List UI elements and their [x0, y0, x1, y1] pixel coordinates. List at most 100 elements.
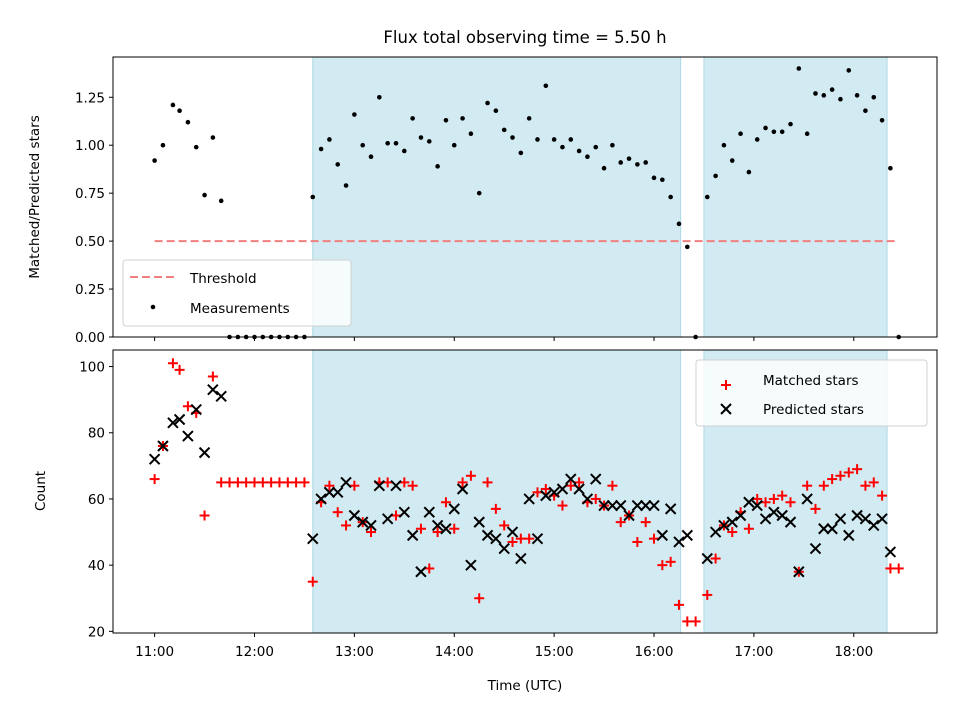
matched-star-point: [760, 497, 771, 508]
bottom-y-axis-label: Count: [33, 471, 49, 511]
top-legend-box: [122, 259, 352, 327]
matched-star-point: [341, 520, 352, 531]
measurement-point: [796, 66, 802, 71]
measurement-point: [526, 116, 532, 121]
measurement-point: [626, 156, 632, 161]
predicted-star-point: [664, 503, 677, 515]
matched-star-point: [665, 556, 676, 567]
matched-star-point: [565, 480, 576, 491]
measurement-point: [651, 175, 657, 181]
measurement-point: [746, 169, 752, 175]
legend-matched-swatch: [721, 380, 731, 390]
predicted-star-point: [481, 529, 494, 542]
shaded-interval: [312, 56, 682, 338]
measurement-point: [643, 160, 648, 165]
matched-star-point: [802, 480, 813, 491]
predicted-star-point: [315, 493, 327, 505]
measurement-point: [385, 141, 390, 146]
matched-star-point: [307, 576, 318, 587]
measurement-point: [660, 177, 665, 183]
matched-star-point: [615, 517, 626, 528]
matched-star-point: [690, 616, 701, 627]
predicted-star-point: [818, 523, 830, 535]
measurement-point: [485, 100, 490, 106]
matched-star-point: [399, 477, 410, 488]
legend-matched-label: Matched stars: [763, 373, 859, 389]
matched-star-point: [349, 480, 360, 491]
predicted-star-point: [768, 506, 780, 518]
measurement-point: [601, 165, 607, 171]
predicted-star-point: [751, 499, 763, 512]
predicted-stars-points: [148, 384, 897, 578]
measurement-point: [804, 131, 810, 137]
predicted-star-point: [182, 430, 194, 442]
x-tick-label: 18:00: [834, 644, 873, 660]
predicted-star-point: [548, 486, 560, 499]
measurement-point: [435, 164, 440, 169]
matched-star-point: [818, 480, 829, 491]
measurement-point: [218, 198, 224, 204]
measurement-point: [352, 112, 357, 117]
shaded-interval: [312, 349, 682, 634]
matched-star-point: [893, 563, 904, 574]
measurement-point: [788, 121, 793, 127]
measurement-point: [535, 137, 540, 142]
top-legend: Threshold Measurements: [122, 259, 352, 327]
predicted-star-point: [759, 513, 772, 525]
predicted-star-point: [498, 542, 510, 555]
predicted-star-point: [556, 483, 569, 495]
measurement-point: [377, 94, 382, 100]
predicted-star-point: [540, 489, 552, 502]
measurement-point: [343, 183, 349, 188]
matched-star-point: [810, 503, 821, 514]
shaded-interval: [703, 56, 888, 338]
matched-star-point: [877, 490, 888, 501]
predicted-star-point: [801, 493, 813, 505]
bottom-x-ticks: 11:00 12:00 13:00 14:00 15:00 16:00 17:00 18:00: [135, 633, 873, 660]
predicted-star-point: [390, 480, 402, 492]
measurement-point: [568, 137, 574, 142]
matched-star-point: [457, 477, 468, 488]
measurement-point: [635, 162, 640, 167]
measurement-point: [518, 150, 524, 156]
predicted-star-point: [701, 552, 713, 565]
predicted-star-point: [598, 499, 610, 512]
x-tick-label: 16:00: [635, 644, 674, 660]
measurement-point: [493, 108, 499, 113]
x-tick-label: 11:00: [135, 644, 174, 660]
measurement-point: [771, 129, 777, 135]
predicted-star-point: [581, 493, 594, 505]
matched-star-point: [640, 517, 651, 528]
measurement-point: [177, 108, 182, 113]
y-tick-label: 0.00: [75, 330, 105, 346]
chart-title: Flux total observing time = 5.50 h: [383, 28, 666, 47]
matched-star-point: [532, 487, 543, 498]
matched-star-point: [366, 527, 377, 538]
measurement-point: [713, 173, 718, 179]
predicted-star-point: [859, 513, 872, 525]
matched-star-point: [657, 560, 668, 571]
matched-star-point: [752, 493, 763, 504]
measurement-point: [871, 94, 877, 100]
matched-star-point: [490, 503, 501, 514]
legend-measurements-swatch: [150, 304, 156, 310]
measurement-point: [202, 192, 207, 198]
bottom-legend-box: [695, 359, 928, 427]
matched-star-point: [632, 536, 643, 547]
matched-star-point: [590, 493, 601, 504]
predicted-star-point: [506, 526, 519, 538]
matched-star-point: [673, 599, 684, 610]
top-y-axis-label: Matched/Predicted stars: [27, 115, 43, 278]
matched-star-point: [390, 510, 401, 521]
predicted-star-point: [523, 493, 535, 505]
measurement-point: [829, 87, 835, 92]
predicted-star-point: [681, 529, 694, 542]
measurement-point: [610, 142, 615, 148]
matched-star-point: [835, 470, 846, 481]
measurement-point: [193, 144, 199, 150]
predicted-star-point: [718, 519, 730, 532]
measurement-point: [888, 165, 893, 171]
predicted-star-point: [834, 513, 847, 525]
measurement-point: [476, 190, 482, 196]
predicted-star-point: [631, 499, 644, 512]
